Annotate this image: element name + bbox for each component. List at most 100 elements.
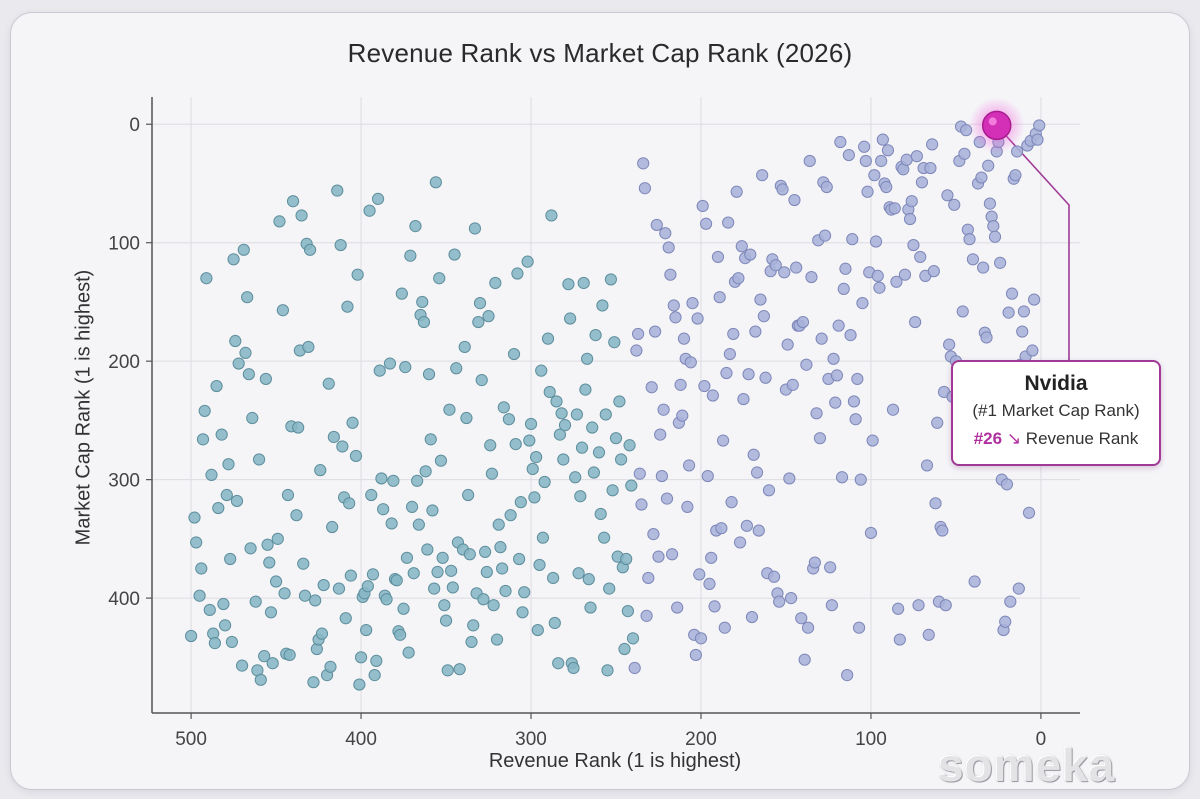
y-tick-label: 400 <box>108 589 140 610</box>
data-point <box>910 150 923 163</box>
data-point <box>723 347 736 361</box>
data-point <box>926 138 939 151</box>
data-point <box>847 395 861 408</box>
data-point <box>266 657 279 670</box>
data-point <box>438 599 451 612</box>
data-point <box>237 243 250 256</box>
data-point <box>434 454 448 467</box>
data-point <box>869 235 883 248</box>
data-point <box>363 204 376 217</box>
data-point <box>888 202 901 215</box>
data-point <box>835 471 849 484</box>
data-point <box>450 362 463 375</box>
data-point <box>849 413 862 426</box>
data-point <box>948 198 961 211</box>
data-point <box>490 633 504 646</box>
arrow-down-right-icon: ↘ <box>1006 429 1022 448</box>
data-point <box>749 325 762 338</box>
data-point <box>718 621 731 634</box>
data-point <box>558 419 572 432</box>
data-point <box>472 315 485 329</box>
data-point <box>232 357 245 370</box>
data-point <box>604 273 618 286</box>
callout-revenue-text: Revenue Rank <box>1021 429 1139 448</box>
data-point <box>898 268 912 281</box>
data-point <box>453 663 466 676</box>
data-point <box>332 582 346 595</box>
data-point <box>657 403 670 416</box>
data-point <box>1009 169 1022 182</box>
data-point <box>550 395 563 408</box>
data-point <box>907 238 920 252</box>
data-point <box>858 140 871 153</box>
data-point <box>618 642 631 656</box>
data-point <box>711 250 725 264</box>
data-point <box>394 628 407 641</box>
x-tick-label: 400 <box>345 729 377 750</box>
data-point <box>694 632 708 645</box>
callout-market-cap: (#1 Market Cap Rank) <box>972 401 1140 420</box>
data-point <box>462 488 475 502</box>
data-point <box>730 185 743 198</box>
data-point <box>365 488 378 502</box>
data-point <box>485 467 499 480</box>
data-point <box>553 428 567 441</box>
data-point <box>405 500 419 513</box>
callout-title: Nvidia <box>1024 372 1088 395</box>
data-point <box>366 568 380 581</box>
data-point <box>727 327 740 341</box>
data-point <box>674 378 687 391</box>
data-point <box>893 633 906 646</box>
data-point <box>931 416 944 429</box>
data-point <box>489 276 502 290</box>
x-tick-label: 300 <box>515 729 547 750</box>
data-point <box>514 496 527 509</box>
data-point <box>664 268 677 281</box>
data-point <box>994 256 1007 269</box>
data-point <box>713 291 726 304</box>
data-point <box>404 249 417 262</box>
data-point <box>941 189 954 202</box>
data-point <box>968 575 981 588</box>
data-point <box>625 479 638 492</box>
data-point <box>756 169 769 182</box>
data-point <box>541 332 555 345</box>
data-point <box>567 661 580 675</box>
data-point <box>261 538 274 551</box>
data-point <box>842 148 855 162</box>
data-point <box>1017 305 1031 318</box>
data-point <box>720 366 733 380</box>
data-point <box>195 562 208 575</box>
data-point <box>439 614 453 627</box>
data-point <box>371 192 385 205</box>
data-point <box>824 561 837 574</box>
data-point <box>975 171 988 184</box>
data-point <box>375 472 388 485</box>
data-point <box>395 287 408 300</box>
data-point <box>740 519 753 532</box>
data-point <box>963 233 976 246</box>
data-point <box>212 501 225 515</box>
data-point <box>846 233 859 246</box>
data-point <box>370 654 383 667</box>
data-point <box>193 589 206 602</box>
data-point <box>377 503 390 516</box>
data-point <box>608 336 621 349</box>
data-point <box>715 522 728 535</box>
data-point <box>1026 344 1039 357</box>
data-point <box>196 433 210 446</box>
data-point <box>570 408 584 421</box>
data-point <box>535 364 548 377</box>
data-point <box>283 648 296 662</box>
y-tick-label: 300 <box>108 471 140 492</box>
data-point <box>222 458 235 471</box>
data-point <box>509 437 522 451</box>
data-point <box>716 434 730 447</box>
data-point <box>545 209 558 222</box>
data-point <box>982 159 995 172</box>
data-point <box>654 428 667 441</box>
data-point <box>912 599 925 612</box>
data-point <box>956 305 969 318</box>
data-point <box>939 599 952 612</box>
